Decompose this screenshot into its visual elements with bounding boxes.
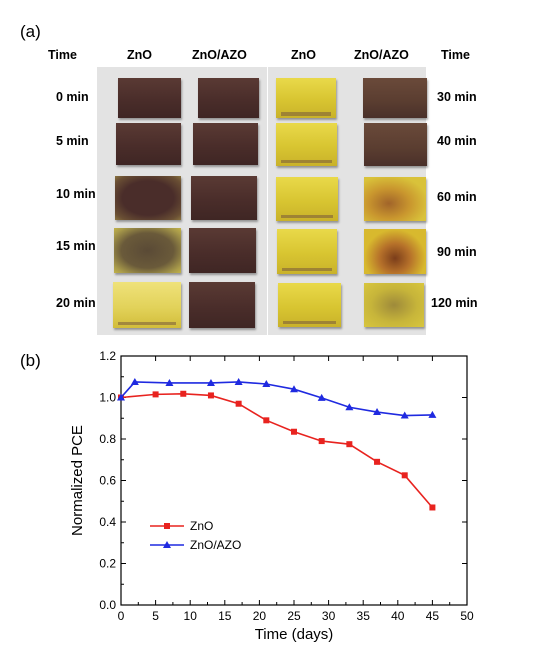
y-axis-label: Normalized PCE [69,425,86,536]
sample-zno-15min [114,228,181,273]
x-tick-label: 45 [426,609,440,623]
header-znoazo-left: ZnO/AZO [192,48,247,62]
y-tick-label: 0.2 [99,557,116,571]
data-point-1 [165,378,174,386]
sample-zno-60min [276,177,338,221]
sample-znoazo-0min [198,78,259,118]
sample-znoazo-15min [189,228,256,273]
row-label-5min: 5 min [56,134,89,148]
data-point-0 [263,417,270,424]
data-point-1 [400,411,409,419]
y-tick-label: 1.0 [99,391,116,405]
y-tick-label: 0.8 [99,432,116,446]
row-label-30min: 30 min [437,90,477,104]
x-tick-label: 20 [253,609,267,623]
data-point-0 [401,472,408,479]
x-axis-label: Time (days) [255,626,334,643]
row-label-10min: 10 min [56,187,96,201]
data-point-0 [318,438,325,445]
data-point-0 [374,458,381,465]
data-point-0 [152,391,159,398]
sample-zno-90min [277,229,337,274]
data-point-0 [346,441,353,448]
sample-znoazo-30min [363,78,427,118]
data-point-1 [290,385,298,393]
row-label-120min: 120 min [431,296,478,310]
panel-a-label: (a) [20,22,41,41]
data-point-1 [234,377,243,385]
x-tick-label: 40 [391,609,405,623]
y-tick-label: 0.0 [99,598,116,612]
sample-zno-20min [113,282,181,328]
sample-zno-30min [276,78,336,118]
sample-zno-10min [115,176,181,220]
row-label-60min: 60 min [437,190,477,204]
legend-label-1: ZnO/AZO [190,538,241,552]
data-point-1 [117,393,125,401]
x-tick-label: 30 [322,609,336,623]
row-label-20min: 20 min [56,296,96,310]
row-label-0min: 0 min [56,90,89,104]
sample-zno-0min [118,78,181,118]
data-point-1 [317,393,326,401]
chart-axes: 0 5 10 15 20 25 30 35 40 45 50 0.0 0.2 0.4 0.6 0.8 1.0 1.… [99,350,474,623]
x-tick-label: 15 [218,609,232,623]
sample-znoazo-40min [364,123,427,166]
row-label-90min: 90 min [437,245,477,259]
y-tick-label: 0.4 [99,515,116,529]
y-tick-label: 1.2 [99,350,116,363]
chart-series [117,377,437,511]
data-point-1 [262,380,271,388]
series-line-1 [120,381,433,417]
x-tick-label: 35 [357,609,371,623]
legend-label-0: ZnO [190,519,213,533]
y-tick-label: 0.6 [99,474,116,488]
data-point-0 [291,428,297,435]
sample-znoazo-5min [193,123,258,165]
pce-line-chart: 0 5 10 15 20 25 30 35 40 45 50 0.0 0.2 0.4 0.6 0.8 1.0 1.… [69,350,474,643]
sample-zno-40min [276,123,337,166]
sample-znoazo-20min [189,282,255,328]
data-point-1 [345,403,354,411]
data-point-0 [180,390,187,397]
sample-znoazo-10min [191,176,257,220]
chart-legend: ZnO ZnO/AZO [150,519,241,552]
series-line-0 [120,392,434,508]
header-zno-right: ZnO [291,48,316,62]
x-tick-label: 25 [287,609,301,623]
header-znoazo-right: ZnO/AZO [354,48,409,62]
sample-znoazo-120min [364,283,424,327]
data-point-1 [373,408,382,416]
data-point-0 [207,392,214,399]
header-zno-left: ZnO [127,48,152,62]
row-label-40min: 40 min [437,134,477,148]
x-tick-label: 50 [460,609,474,623]
x-tick-label: 10 [184,609,198,623]
sample-zno-5min [116,123,181,165]
x-tick-label: 5 [152,609,159,623]
row-label-15min: 15 min [56,239,96,253]
sample-znoazo-60min [364,177,426,221]
legend-marker-1 [163,541,171,548]
x-tick-label: 0 [118,609,125,623]
sample-zno-120min [278,283,341,327]
legend-marker-0 [164,523,170,529]
data-point-1 [428,410,437,418]
header-time-left: Time [48,48,77,62]
data-point-0 [235,400,242,407]
data-point-1 [206,378,215,386]
header-time-right: Time [441,48,470,62]
panel-b-label: (b) [20,351,41,370]
data-point-1 [130,377,139,385]
sample-znoazo-90min [364,229,426,274]
data-point-0 [429,504,436,511]
